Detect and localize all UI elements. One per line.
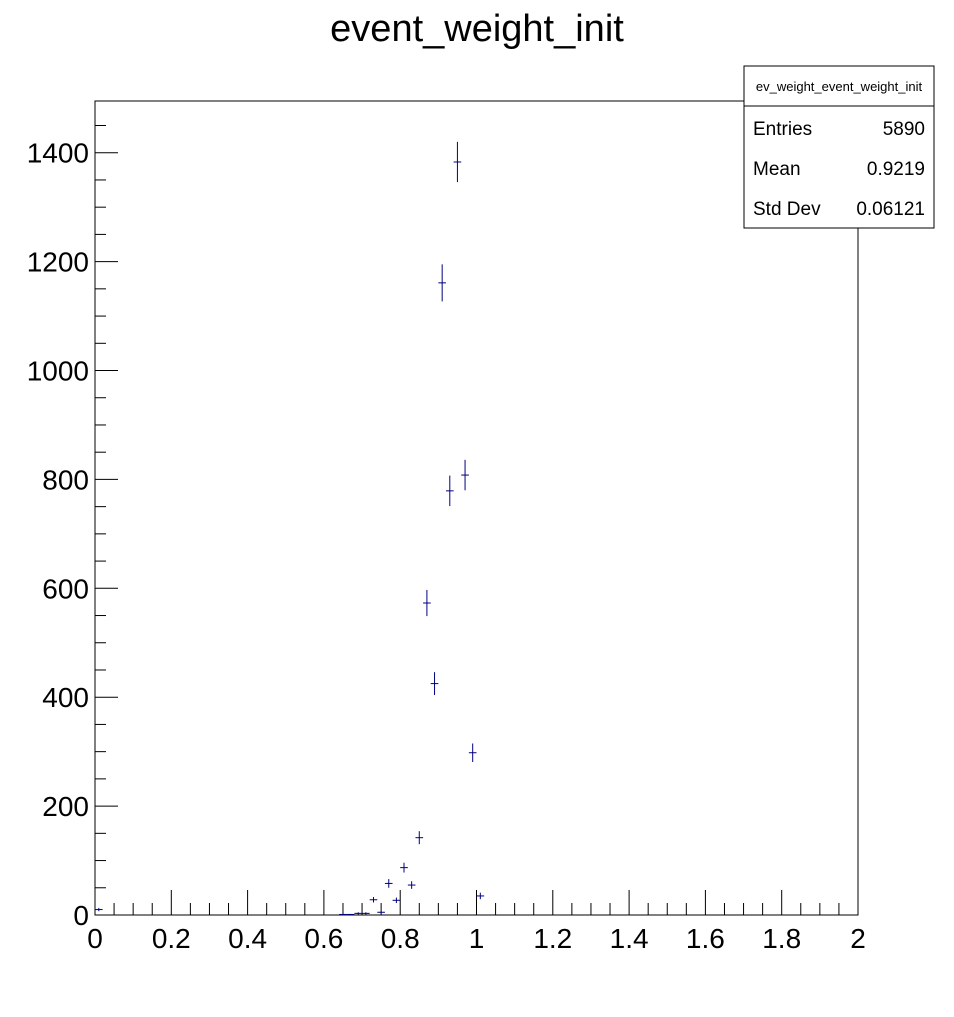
stats-stddev-value: 0.06121 xyxy=(856,199,925,220)
y-tick-label: 800 xyxy=(42,464,89,495)
data-point xyxy=(468,743,477,763)
stats-box: ev_weight_event_weight_init Entries 5890… xyxy=(743,65,935,229)
data-point xyxy=(377,911,385,914)
x-tick-label: 1.2 xyxy=(533,923,572,954)
data-point xyxy=(476,892,485,900)
y-tick-label: 600 xyxy=(42,573,89,604)
data-point xyxy=(95,907,103,912)
y-axis: 0 200 400 600 800 1000 1200 1400 xyxy=(27,125,118,931)
x-tick-label: 0.4 xyxy=(228,923,267,954)
stats-box-frame xyxy=(743,65,935,229)
stats-entries-label: Entries xyxy=(753,119,812,140)
data-point xyxy=(339,913,347,915)
y-tick-label: 1000 xyxy=(27,356,89,387)
x-tick-label: 0.2 xyxy=(152,923,191,954)
data-point xyxy=(369,897,378,903)
data-point xyxy=(445,475,454,507)
x-tick-label: 1.8 xyxy=(762,923,801,954)
data-point xyxy=(346,913,355,915)
stats-mean-label: Mean xyxy=(753,159,801,180)
data-point xyxy=(430,672,439,696)
stats-mean-value: 0.9219 xyxy=(867,159,925,180)
x-axis: 0 0.2 0.4 0.6 0.8 1 1.2 1.4 1.6 1.8 2 xyxy=(87,890,866,954)
data-point xyxy=(453,141,462,183)
data-point xyxy=(407,881,416,889)
data-point xyxy=(392,897,401,904)
x-tick-label: 2 xyxy=(850,923,866,954)
data-point xyxy=(423,589,431,617)
y-tick-label: 0 xyxy=(73,900,89,931)
y-tick-label: 400 xyxy=(42,682,89,713)
data-point xyxy=(354,912,363,915)
data-point xyxy=(461,459,469,491)
data-markers xyxy=(95,141,485,915)
data-point xyxy=(438,264,446,302)
stats-entries-value: 5890 xyxy=(883,119,925,140)
data-point xyxy=(400,862,408,873)
x-tick-label: 1.4 xyxy=(610,923,649,954)
stats-box-title: ev_weight_event_weight_init xyxy=(756,79,923,94)
stats-stddev-label: Std Dev xyxy=(753,199,821,220)
x-tick-label: 0 xyxy=(87,923,103,954)
data-point xyxy=(415,831,424,845)
x-tick-label: 0.8 xyxy=(381,923,420,954)
data-point xyxy=(384,879,393,888)
x-tick-label: 1 xyxy=(469,923,485,954)
chart-title: event_weight_init xyxy=(330,8,624,50)
data-point xyxy=(362,912,370,915)
x-tick-label: 0.6 xyxy=(304,923,343,954)
y-tick-label: 200 xyxy=(42,791,89,822)
y-tick-label: 1400 xyxy=(27,138,89,169)
x-tick-label: 1.6 xyxy=(686,923,725,954)
y-tick-label: 1200 xyxy=(27,247,89,278)
